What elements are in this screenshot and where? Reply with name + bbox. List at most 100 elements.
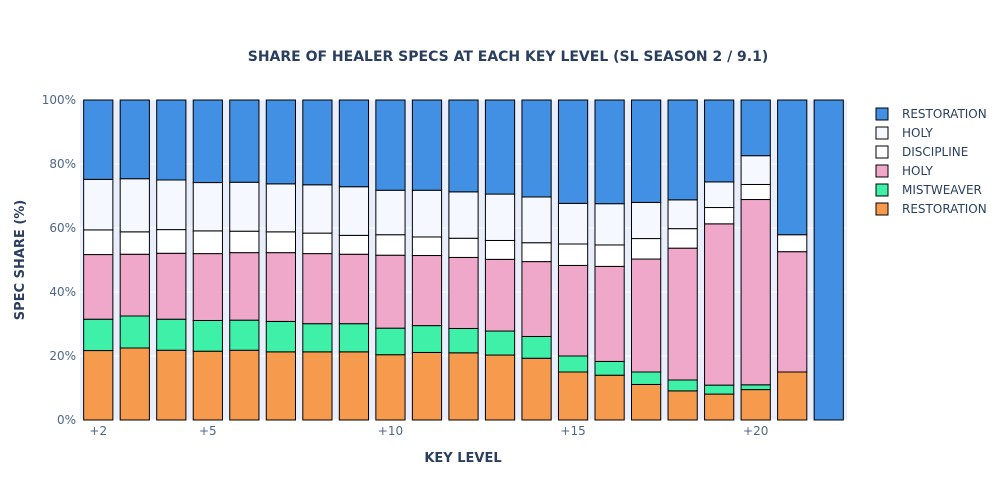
bar-segment[interactable] [521, 99, 552, 198]
bar-segment[interactable] [521, 357, 552, 421]
bar-segment[interactable] [594, 99, 625, 205]
bar-segment[interactable] [265, 320, 296, 353]
bar-segment[interactable] [631, 99, 662, 203]
bar-segment[interactable] [265, 231, 296, 254]
bar-segment[interactable] [192, 230, 223, 255]
bar-segment[interactable] [375, 99, 406, 191]
bar-segment[interactable] [631, 238, 662, 260]
bar-segment[interactable] [83, 318, 114, 352]
bar-segment[interactable] [83, 99, 114, 180]
bar-segment[interactable] [265, 99, 296, 185]
bar-segment[interactable] [557, 264, 589, 357]
bar-segment[interactable] [521, 242, 552, 263]
bar-segment[interactable] [83, 229, 114, 256]
bar-segment[interactable] [411, 255, 443, 327]
bar-segment[interactable] [740, 199, 771, 386]
bar-segment[interactable] [192, 350, 223, 421]
bar-segment[interactable] [265, 252, 296, 322]
legend-item[interactable]: HOLY [875, 164, 934, 178]
legend[interactable]: RESTORATION HOLY DISCIPLINE HOLY MISTWEAVER R… [875, 107, 987, 216]
bar-segment[interactable] [667, 247, 698, 381]
bar-segment[interactable] [156, 179, 187, 231]
bar-segment[interactable] [667, 390, 698, 421]
bar-segment[interactable] [375, 254, 406, 329]
bar-segment[interactable] [411, 189, 443, 238]
bar-segment[interactable] [448, 327, 479, 354]
bar-segment[interactable] [229, 230, 260, 254]
bar-segment[interactable] [484, 193, 516, 241]
bar-segment[interactable] [119, 99, 150, 180]
bar-segment[interactable] [594, 374, 625, 421]
legend-item[interactable]: RESTORATION [875, 202, 987, 216]
bar-segment[interactable] [83, 350, 114, 421]
legend-item[interactable]: DISCIPLINE [875, 145, 968, 159]
bar-segment[interactable] [704, 223, 735, 386]
bar-segment[interactable] [631, 371, 662, 385]
bar-segment[interactable] [631, 258, 662, 373]
bar-segment[interactable] [119, 231, 150, 255]
bar-segment[interactable] [156, 229, 187, 254]
bar-segment[interactable] [521, 196, 552, 244]
bar-segment[interactable] [302, 232, 333, 255]
bar-segment[interactable] [229, 349, 260, 421]
bar-segment[interactable] [302, 351, 333, 421]
bar-segment[interactable] [338, 253, 370, 325]
bar-segment[interactable] [667, 99, 698, 201]
bar-segment[interactable] [119, 315, 150, 349]
bar-segment[interactable] [156, 99, 187, 181]
bar-segment[interactable] [740, 99, 771, 157]
bar-segment[interactable] [229, 99, 260, 183]
legend-item[interactable]: RESTORATION [875, 107, 987, 121]
bar-segment[interactable] [302, 253, 333, 325]
bar-segment[interactable] [265, 183, 296, 233]
bar-segment[interactable] [119, 253, 150, 317]
bar-segment[interactable] [411, 99, 443, 191]
legend-item[interactable]: MISTWEAVER [875, 183, 982, 197]
bar-segment[interactable] [521, 261, 552, 337]
bar-segment[interactable] [375, 354, 406, 421]
bar-segment[interactable] [448, 191, 479, 239]
bar-segment[interactable] [411, 351, 443, 421]
bar-segment[interactable] [338, 186, 370, 236]
bar-segment[interactable] [667, 379, 698, 392]
bar-segment[interactable] [667, 199, 698, 230]
bar-segment[interactable] [594, 265, 625, 362]
bar-segment[interactable] [594, 203, 625, 246]
bar-segment[interactable] [631, 383, 662, 421]
bar-segment[interactable] [777, 234, 808, 253]
bar-segment[interactable] [229, 319, 260, 351]
bar-segment[interactable] [192, 99, 223, 184]
bar-segment[interactable] [119, 347, 150, 421]
bar-segment[interactable] [740, 389, 771, 421]
bar-segment[interactable] [229, 181, 260, 232]
bar-segment[interactable] [521, 335, 552, 359]
bar-segment[interactable] [557, 355, 589, 373]
bar-segment[interactable] [740, 155, 771, 185]
bar-segment[interactable] [484, 354, 516, 421]
bar-segment[interactable] [777, 251, 808, 373]
bar-segment[interactable] [448, 237, 479, 258]
bar-segment[interactable] [411, 325, 443, 353]
bar-segment[interactable] [704, 99, 735, 183]
bar-segment[interactable] [302, 184, 333, 234]
bar-segment[interactable] [156, 318, 187, 351]
bar-segment[interactable] [83, 178, 114, 231]
bar-segment[interactable] [704, 393, 735, 421]
bar-segment[interactable] [557, 202, 589, 245]
bar-segment[interactable] [813, 99, 844, 421]
bar-segment[interactable] [375, 189, 406, 236]
bar-segment[interactable] [338, 99, 370, 188]
bar-segment[interactable] [156, 349, 187, 421]
bar-segment[interactable] [484, 330, 516, 356]
bar-segment[interactable] [484, 99, 516, 195]
bar-segment[interactable] [667, 228, 698, 249]
bar-segment[interactable] [448, 99, 479, 193]
bar-segment[interactable] [631, 201, 662, 240]
bar-segment[interactable] [375, 234, 406, 256]
bar-segment[interactable] [557, 99, 589, 204]
legend-item[interactable]: HOLY [875, 126, 934, 140]
bar-segment[interactable] [375, 327, 406, 356]
bar-segment[interactable] [594, 244, 625, 267]
bar-segment[interactable] [192, 182, 223, 232]
bar-segment[interactable] [448, 352, 479, 421]
